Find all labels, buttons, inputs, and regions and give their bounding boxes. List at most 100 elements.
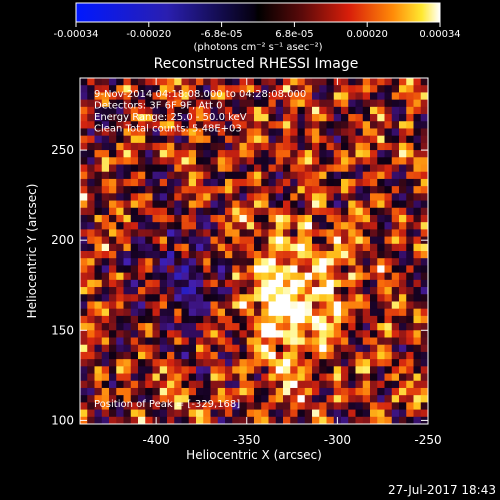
- heatmap-cell: [283, 380, 291, 389]
- heatmap-cell: [239, 301, 248, 310]
- heatmap-cell: [312, 78, 320, 86]
- heatmap-cell: [362, 344, 371, 353]
- heatmap-cell: [116, 85, 124, 93]
- heatmap-cell: [399, 402, 407, 410]
- heatmap-cell: [145, 373, 153, 382]
- heatmap-cell: [297, 380, 306, 389]
- heatmap-cell: [232, 171, 240, 180]
- heatmap-cell: [203, 272, 211, 281]
- heatmap-cell: [333, 366, 342, 374]
- heatmap-cell: [304, 106, 313, 115]
- heatmap-cell: [181, 258, 190, 266]
- heatmap-cell: [341, 366, 349, 374]
- heatmap-cell: [152, 186, 161, 194]
- heatmap-cell: [167, 272, 175, 281]
- heatmap-cell: [406, 359, 414, 367]
- heatmap-cell: [406, 128, 414, 137]
- heatmap-cell: [217, 135, 226, 144]
- heatmap-cell: [145, 315, 153, 324]
- heatmap-cell: [304, 135, 313, 144]
- heatmap-cell: [297, 157, 306, 165]
- heatmap-cell: [413, 395, 422, 403]
- heatmap-cell: [217, 279, 226, 288]
- heatmap-cell: [232, 301, 240, 310]
- heatmap-cell: [326, 236, 335, 245]
- heatmap-cell: [80, 409, 88, 418]
- heatmap-cell: [101, 92, 110, 101]
- heatmap-cell: [420, 178, 428, 187]
- heatmap-cell: [145, 78, 153, 86]
- heatmap-cell: [116, 373, 124, 382]
- heatmap-cell: [275, 366, 284, 374]
- heatmap-cell: [188, 279, 197, 288]
- heatmap-cell: [109, 387, 117, 396]
- heatmap-cell: [145, 258, 153, 266]
- heatmap-cell: [246, 344, 255, 353]
- heatmap-cell: [109, 380, 117, 389]
- heatmap-cell: [159, 308, 168, 317]
- heatmap-cell: [246, 178, 255, 187]
- heatmap-cell: [312, 236, 320, 245]
- heatmap-cell: [319, 85, 327, 93]
- heatmap-cell: [130, 142, 139, 151]
- heatmap-cell: [159, 106, 168, 115]
- heatmap-cell: [391, 251, 400, 259]
- heatmap-cell: [384, 193, 393, 201]
- heatmap-cell: [406, 409, 414, 418]
- heatmap-cell: [130, 344, 139, 353]
- heatmap-cell: [362, 380, 371, 389]
- heatmap-cell: [333, 164, 342, 173]
- heatmap-cell: [420, 222, 428, 230]
- heatmap-cell: [275, 294, 284, 302]
- heatmap-cell: [181, 178, 190, 187]
- heatmap-cell: [109, 337, 117, 346]
- heatmap-cell: [203, 222, 211, 230]
- heatmap-cell: [80, 106, 88, 115]
- heatmap-cell: [239, 236, 248, 245]
- heatmap-cell: [174, 178, 182, 187]
- heatmap-cell: [188, 135, 197, 144]
- heatmap-cell: [109, 200, 117, 209]
- heatmap-cell: [217, 294, 226, 302]
- heatmap-cell: [268, 78, 277, 86]
- heatmap-cell: [116, 114, 124, 122]
- heatmap-cell: [420, 344, 428, 353]
- heatmap-cell: [399, 279, 407, 288]
- heatmap-cell: [232, 294, 240, 302]
- heatmap-cell: [391, 243, 400, 252]
- heatmap-cell: [145, 106, 153, 115]
- heatmap-cell: [174, 301, 182, 310]
- heatmap-cell: [290, 315, 298, 324]
- heatmap-cell: [362, 186, 371, 194]
- heatmap-cell: [319, 287, 327, 295]
- heatmap-cell: [225, 380, 233, 389]
- heatmap-cell: [312, 142, 320, 151]
- heatmap-cell: [254, 99, 262, 108]
- heatmap-cell: [246, 315, 255, 324]
- heatmap-cell: [254, 351, 262, 360]
- heatmap-cell: [181, 92, 190, 101]
- heatmap-cell: [268, 214, 277, 223]
- heatmap-cell: [210, 373, 219, 382]
- heatmap-cell: [138, 85, 146, 93]
- heatmap-cell: [196, 402, 204, 410]
- heatmap-cell: [196, 186, 204, 194]
- heatmap-cell: [123, 114, 132, 122]
- heatmap-cell: [116, 301, 124, 310]
- heatmap-cell: [123, 416, 132, 424]
- heatmap-cell: [275, 186, 284, 194]
- heatmap-cell: [304, 121, 313, 129]
- heatmap-cell: [254, 128, 262, 137]
- heatmap-cell: [239, 186, 248, 194]
- heatmap-cell: [80, 366, 88, 374]
- heatmap-cell: [261, 323, 269, 331]
- heatmap-cell: [326, 106, 335, 115]
- heatmap-cell: [196, 294, 204, 302]
- heatmap-cell: [188, 359, 197, 367]
- heatmap-cell: [109, 265, 117, 274]
- heatmap-cell: [87, 366, 95, 374]
- heatmap-cell: [420, 207, 428, 216]
- heatmap-cell: [138, 78, 146, 86]
- heatmap-cell: [370, 416, 378, 424]
